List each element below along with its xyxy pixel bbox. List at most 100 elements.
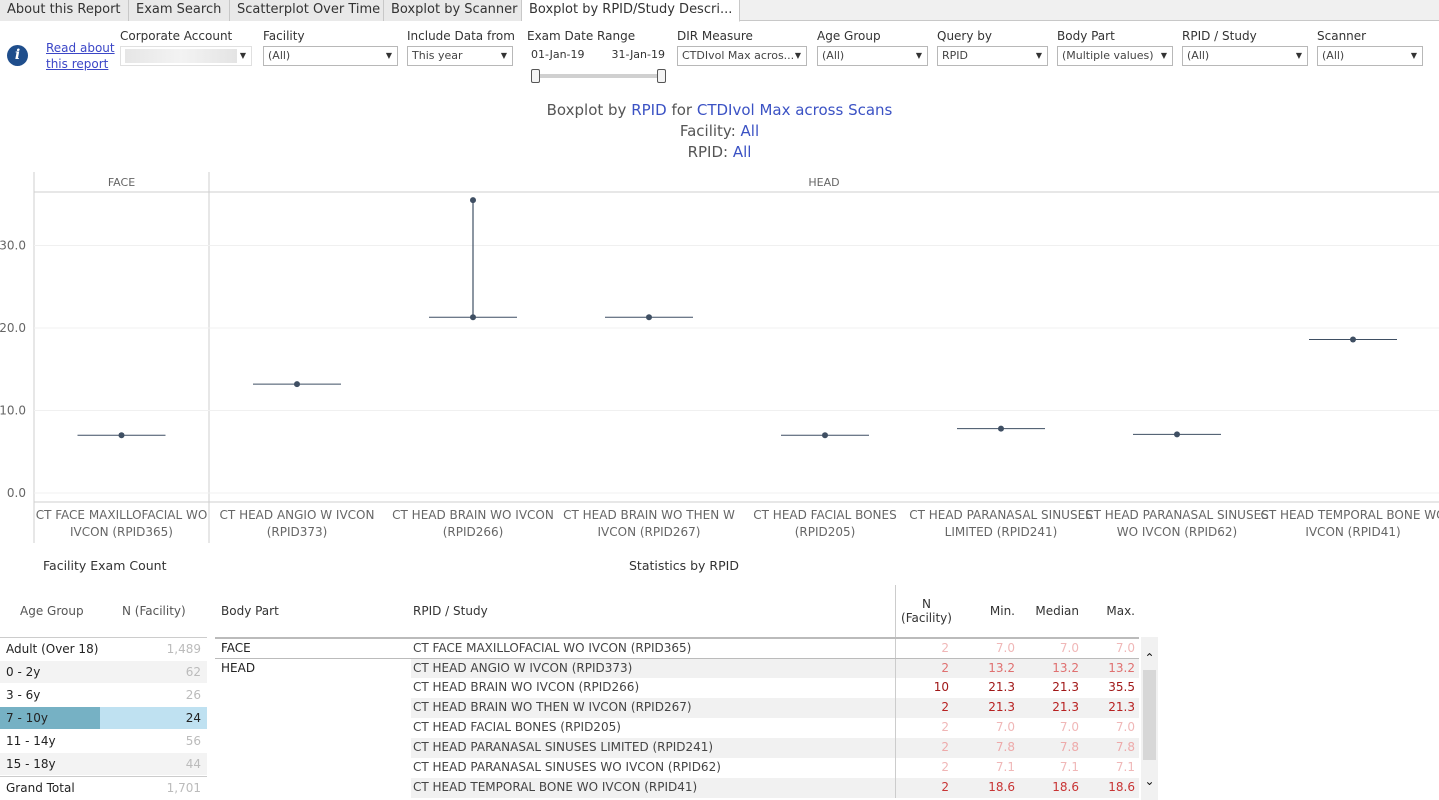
min-cell: 7.0	[995, 641, 1015, 655]
x-category-label: (RPID205)	[795, 525, 856, 539]
chevron-down-icon: ▼	[915, 51, 922, 60]
include-data-filter: Include Data from This year ▼	[407, 28, 515, 66]
n-facility-header: N (Facility)	[895, 585, 957, 637]
facility-row[interactable]: Adult (Over 18) 1,489	[0, 638, 207, 661]
x-category-label: CT HEAD TEMPORAL BONE WO	[1260, 508, 1439, 522]
data-point	[118, 432, 125, 439]
corporate-account-dropdown[interactable]: ▼	[120, 46, 252, 66]
grand-total-value: 1,701	[166, 781, 201, 795]
body-part-value: (Multiple values)	[1062, 49, 1154, 62]
info-icon[interactable]: i	[7, 45, 28, 66]
exam-date-range-filter: Exam Date Range	[527, 28, 667, 44]
facility-row[interactable]: 11 - 14y 56	[0, 730, 207, 753]
body-part-cell	[215, 778, 411, 798]
rpid-study-header: RPID / Study	[413, 604, 488, 618]
dir-measure-dropdown[interactable]: CTDIvol Max acros... ▼	[677, 46, 807, 66]
body-part-cell: HEAD	[221, 661, 256, 675]
facility-row[interactable]: 0 - 2y 62	[0, 661, 207, 684]
n-cell: 2	[895, 778, 957, 798]
x-category-label: IVCON (RPID41)	[1305, 525, 1400, 539]
tab-exam-search[interactable]: Exam Search	[129, 0, 230, 21]
x-category-label: IVCON (RPID365)	[70, 525, 173, 539]
max-cell: 7.0	[1115, 641, 1135, 655]
rpid-study-cell: CT HEAD BRAIN WO THEN W IVCON (RPID267)	[411, 698, 895, 718]
median-cell: 13.2	[1015, 659, 1079, 678]
rpid-caption: RPID:	[687, 143, 733, 161]
data-point	[1350, 336, 1356, 343]
count-cell: 56	[185, 734, 201, 748]
body-part-cell	[215, 738, 411, 758]
scanner-dropdown[interactable]: (All) ▼	[1317, 46, 1423, 66]
tab-boxplot-by-rpid[interactable]: Boxplot by RPID/Study Descri...	[522, 0, 740, 22]
scanner-filter: Scanner (All) ▼	[1317, 28, 1423, 66]
table-row[interactable]: CT HEAD BRAIN WO THEN W IVCON (RPID267) 2…	[215, 698, 1139, 718]
facility-row[interactable]: 3 - 6y 26	[0, 684, 207, 707]
rpid-caption-value: All	[732, 143, 752, 161]
chart-title: Boxplot by RPID for CTDIvol Max across S…	[0, 101, 1439, 119]
body-part-dropdown[interactable]: (Multiple values) ▼	[1057, 46, 1173, 66]
n-cell: 10	[895, 678, 957, 698]
exam-date-range-label: Exam Date Range	[527, 29, 636, 43]
table-row[interactable]: CT HEAD PARANASAL SINUSES WO IVCON (RPID…	[215, 758, 1139, 778]
median-cell: 7.0	[1059, 720, 1079, 734]
query-by-filter: Query by RPID ▼	[937, 28, 1048, 66]
chart-subtitle-facility: Facility: All	[0, 122, 1439, 140]
x-category-label: (RPID266)	[443, 525, 504, 539]
data-point	[1174, 431, 1180, 438]
max-header: Max.	[1106, 604, 1135, 618]
dir-measure-filter: DIR Measure CTDIvol Max acros... ▼	[677, 28, 807, 66]
table-row[interactable]: HEAD CT HEAD ANGIO W IVCON (RPID373) 2 13.2…	[215, 658, 1139, 678]
panel-header-face: FACE	[108, 176, 135, 189]
age-group-cell: 0 - 2y	[6, 665, 41, 679]
rpid-study-cell: CT HEAD PARANASAL SINUSES WO IVCON (RPID…	[413, 760, 721, 774]
min-cell: 21.3	[988, 680, 1015, 694]
title-for: for	[666, 101, 697, 119]
tab-scatterplot-over-time[interactable]: Scatterplot Over Time	[230, 0, 384, 21]
rpid-study-label: RPID / Study	[1182, 29, 1257, 43]
scroll-up-icon[interactable]: ⌃	[1144, 651, 1155, 665]
facility-exam-count-table: Age Group N (Facility) Adult (Over 18) 1,…	[0, 590, 207, 799]
read-about-report-link[interactable]: Read about this report	[46, 41, 115, 71]
facility-dropdown[interactable]: (All) ▼	[263, 46, 398, 66]
chevron-down-icon: ▼	[1295, 51, 1302, 60]
n-cell: 2	[895, 659, 957, 678]
age-group-dropdown[interactable]: (All) ▼	[817, 46, 928, 66]
table-row[interactable]: CT HEAD FACIAL BONES (RPID205) 2 7.0 7.0 7.0	[215, 718, 1139, 738]
scrollbar-thumb[interactable]	[1143, 670, 1156, 760]
date-range-slider-track[interactable]	[533, 74, 663, 78]
tab-boxplot-by-scanner[interactable]: Boxplot by Scanner	[384, 0, 522, 21]
rpid-study-dropdown[interactable]: (All) ▼	[1182, 46, 1308, 66]
table-row[interactable]: FACE CT FACE MAXILLOFACIAL WO IVCON (RPID…	[215, 638, 1139, 658]
query-by-dropdown[interactable]: RPID ▼	[937, 46, 1048, 66]
include-data-dropdown[interactable]: This year ▼	[407, 46, 513, 66]
scroll-down-icon[interactable]: ⌄	[1144, 774, 1155, 788]
max-cell: 7.0	[1115, 720, 1135, 734]
median-cell: 21.3	[1015, 698, 1079, 718]
table-row[interactable]: CT HEAD TEMPORAL BONE WO IVCON (RPID41) 2…	[215, 778, 1139, 798]
facility-exam-count-title: Facility Exam Count	[43, 558, 167, 573]
max-cell: 13.2	[1079, 659, 1139, 678]
date-range-end-handle[interactable]	[657, 69, 666, 83]
count-cell: 26	[185, 688, 201, 702]
max-cell: 35.5	[1108, 680, 1135, 694]
min-cell: 7.8	[957, 738, 1015, 758]
median-cell: 7.8	[1015, 738, 1079, 758]
count-cell: 1,489	[166, 642, 201, 656]
facility-label: Facility	[263, 29, 305, 43]
title-query: RPID	[631, 101, 667, 119]
min-cell: 21.3	[957, 698, 1015, 718]
tab-about-report[interactable]: About this Report	[0, 0, 129, 21]
body-part-filter: Body Part (Multiple values) ▼	[1057, 28, 1173, 66]
selection-fill	[0, 707, 100, 729]
date-range-start-handle[interactable]	[531, 69, 540, 83]
exam-date-range-values: 01-Jan-19 31-Jan-19	[531, 48, 665, 61]
min-cell: 13.2	[957, 659, 1015, 678]
x-category-label: IVCON (RPID267)	[598, 525, 701, 539]
age-group-cell: 11 - 14y	[6, 734, 56, 748]
facility-row-selected[interactable]: 7 - 10y 24	[0, 707, 207, 730]
facility-table-header: Age Group N (Facility)	[0, 590, 207, 638]
table-row[interactable]: CT HEAD BRAIN WO IVCON (RPID266) 10 21.3 21…	[215, 678, 1139, 698]
table-row[interactable]: CT HEAD PARANASAL SINUSES LIMITED (RPID2…	[215, 738, 1139, 758]
facility-row[interactable]: 15 - 18y 44	[0, 753, 207, 776]
chart-subtitle-rpid: RPID: All	[0, 143, 1439, 161]
